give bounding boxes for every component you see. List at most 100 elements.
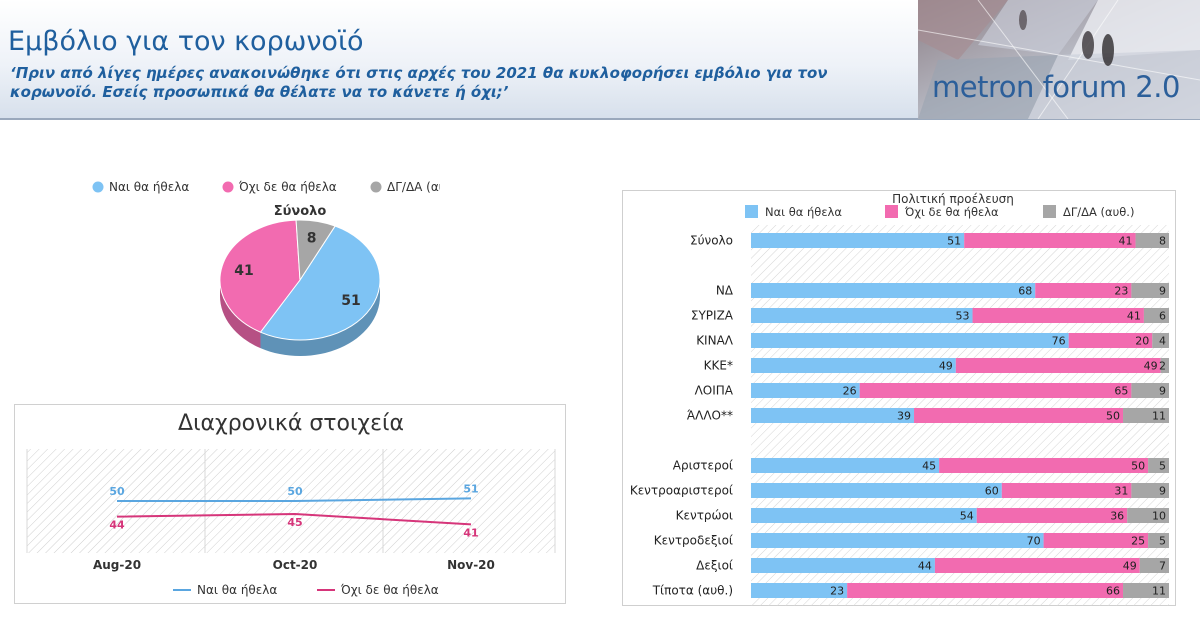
bar-data-label: 9 bbox=[1159, 485, 1166, 498]
legend-marker bbox=[370, 181, 382, 193]
bar-segment bbox=[751, 483, 1002, 498]
trend-x-tick-label: Oct-20 bbox=[273, 558, 318, 572]
bar-row-label: Κεντροαριστεροί bbox=[630, 484, 733, 498]
bar-segment bbox=[976, 508, 1128, 523]
bar-data-label: 23 bbox=[830, 585, 844, 598]
bar-data-label: 6 bbox=[1159, 310, 1166, 323]
bar-legend-label: Όχι δε θα ήθελα bbox=[904, 205, 999, 219]
pie-slice bbox=[219, 219, 301, 333]
bar-legend-marker bbox=[1043, 205, 1056, 218]
bar-segment bbox=[1152, 333, 1169, 348]
legend-marker bbox=[92, 181, 104, 193]
trend-x-tick-label: Aug-20 bbox=[93, 558, 141, 572]
bar-legend-marker bbox=[885, 205, 898, 218]
bar-chart-title: Πολιτική προέλευση bbox=[892, 192, 1014, 206]
bar-segment bbox=[1123, 408, 1169, 423]
bar-segment bbox=[1160, 358, 1169, 373]
bar-segment bbox=[1001, 483, 1132, 498]
bar-segment bbox=[1043, 533, 1149, 548]
bar-segment bbox=[939, 458, 1149, 473]
bar-segment bbox=[1123, 583, 1169, 598]
bar-chart: Πολιτική προέλευση Ναι θα ήθελα Όχι δε θα … bbox=[630, 192, 1169, 606]
bar-row-label: Αριστεροί bbox=[673, 459, 733, 473]
bar-segment bbox=[1148, 458, 1169, 473]
bar-data-label: 49 bbox=[1144, 360, 1158, 373]
bar-data-label: 11 bbox=[1152, 410, 1166, 423]
bar-data-label: 66 bbox=[1106, 585, 1120, 598]
bar-segment bbox=[955, 358, 1161, 373]
bar-segment bbox=[1131, 283, 1169, 298]
bar-data-label: 51 bbox=[947, 235, 961, 248]
bar-segment bbox=[751, 558, 935, 573]
trend-data-label: 51 bbox=[463, 482, 478, 495]
bar-data-label: 45 bbox=[922, 460, 936, 473]
bar-data-label: 60 bbox=[985, 485, 999, 498]
trend-legend-label: Ναι θα ήθελα bbox=[197, 583, 277, 597]
bar-row-label: ΚΚΕ* bbox=[704, 359, 733, 373]
trend-chart-panel: Διαχρονικά στοιχεία 50 50 51 44 45 41 Aug-20 Oc… bbox=[14, 404, 566, 604]
bar-segment bbox=[859, 383, 1132, 398]
bar-data-label: 49 bbox=[939, 360, 953, 373]
bar-segment bbox=[1068, 333, 1153, 348]
bar-data-label: 23 bbox=[1114, 285, 1128, 298]
bar-segment bbox=[751, 358, 956, 373]
bar-segment bbox=[751, 308, 973, 323]
logo-text: metron forum 2.0 bbox=[932, 70, 1180, 104]
bar-data-label: 10 bbox=[1152, 510, 1166, 523]
bar-row-label: ΛΟΙΠΑ bbox=[695, 384, 734, 398]
bar-data-label: 25 bbox=[1131, 535, 1145, 548]
bar-legend-marker bbox=[745, 205, 758, 218]
bar-segment bbox=[1131, 483, 1169, 498]
bar-segment bbox=[751, 383, 860, 398]
trend-data-label: 50 bbox=[287, 485, 303, 498]
pie-data-label: 41 bbox=[234, 263, 253, 279]
bar-row-label: ΚΙΝΑΛ bbox=[696, 334, 734, 348]
pie-slice bbox=[259, 225, 381, 341]
page-title: Εμβόλιο για τον κορωνοϊό bbox=[8, 26, 364, 57]
bar-row-label: ΣΥΡΙΖΑ bbox=[691, 309, 734, 323]
bar-segment bbox=[914, 408, 1124, 423]
bar-data-label: 5 bbox=[1159, 535, 1166, 548]
trend-data-label: 44 bbox=[109, 519, 125, 532]
legend-label: ΔΓ/ΔΑ (αυθ.) bbox=[387, 180, 440, 194]
legend-label: Όχι δε θα ήθελα bbox=[238, 180, 337, 194]
bar-legend-label: Ναι θα ήθελα bbox=[765, 205, 842, 219]
pie-data-label: 51 bbox=[341, 293, 360, 309]
trend-series-line bbox=[116, 512, 472, 526]
bar-row-label: Δεξιοί bbox=[696, 559, 733, 573]
question-text: ‘Πριν από λίγες ημέρες ανακοινώθηκε ότι … bbox=[10, 64, 828, 101]
bar-segment bbox=[1035, 283, 1132, 298]
logo-image bbox=[918, 0, 1200, 119]
pie-side-wall bbox=[220, 280, 261, 349]
bar-data-label: 2 bbox=[1159, 360, 1166, 373]
trend-x-tick-label: Nov-20 bbox=[447, 558, 495, 572]
bar-segment bbox=[1143, 308, 1169, 323]
bar-row-label: Κεντρώοι bbox=[676, 509, 733, 523]
legend-label: Ναι θα ήθελα bbox=[109, 180, 189, 194]
bar-data-label: 41 bbox=[1127, 310, 1141, 323]
bar-legend-label: ΔΓ/ΔΑ (αυθ.) bbox=[1063, 205, 1134, 219]
bar-segment bbox=[751, 458, 940, 473]
bar-segment bbox=[751, 533, 1044, 548]
bar-segment bbox=[1131, 383, 1169, 398]
bar-chart-panel: Πολιτική προέλευση Ναι θα ήθελα Όχι δε θα … bbox=[622, 190, 1176, 606]
pie-side-wall bbox=[260, 280, 380, 356]
bar-segment bbox=[1127, 508, 1169, 523]
bar-segment bbox=[751, 333, 1069, 348]
bar-data-label: 20 bbox=[1135, 335, 1149, 348]
bar-data-label: 70 bbox=[1027, 535, 1041, 548]
bar-data-label: 49 bbox=[1123, 560, 1137, 573]
bar-data-label: 31 bbox=[1114, 485, 1128, 498]
pie-data-label: 8 bbox=[307, 231, 317, 247]
bar-segment bbox=[972, 308, 1144, 323]
bar-data-label: 9 bbox=[1159, 385, 1166, 398]
trend-data-label: 50 bbox=[109, 485, 125, 498]
bar-data-label: 50 bbox=[1131, 460, 1145, 473]
bar-row-label: ΆΛΛΟ** bbox=[687, 409, 733, 423]
bar-data-label: 41 bbox=[1119, 235, 1133, 248]
bar-segment bbox=[751, 408, 915, 423]
bar-segment bbox=[934, 558, 1140, 573]
trend-series-line bbox=[117, 497, 472, 502]
bar-data-label: 8 bbox=[1159, 235, 1166, 248]
bar-segment bbox=[847, 583, 1124, 598]
